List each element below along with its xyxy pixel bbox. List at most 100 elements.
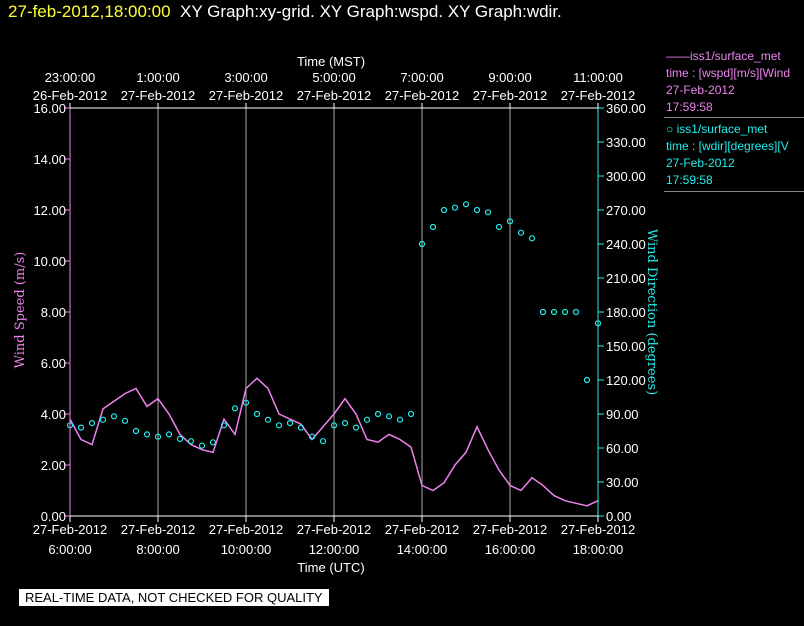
- wind-direction-point: [363, 416, 371, 423]
- wind-direction-point: [572, 308, 580, 316]
- wind-direction-point: [253, 410, 261, 418]
- wind-direction-point: [154, 433, 162, 440]
- wind-direction-point: [319, 438, 327, 445]
- legend-wspd-var: time : [wspd][m/s][Wind: [666, 66, 791, 80]
- wind-direction-point: [495, 223, 503, 231]
- x-tick-time: 14:00:00: [397, 542, 448, 557]
- right-tick-label: 150.00: [606, 339, 646, 354]
- wind-speed-line: [69, 377, 599, 507]
- right-tick-label: 90.00: [606, 407, 639, 422]
- top-tick-date: 27-Feb-2012: [561, 88, 635, 103]
- legend-separator: [664, 117, 804, 118]
- top-tick-time: 23:00:00: [45, 70, 96, 85]
- left-ticks: 0.00 2.00 4.00 6.00 8.00 10.00 12.00 14.00 16.00: [33, 101, 70, 524]
- top-tick-date: 27-Feb-2012: [209, 88, 283, 103]
- wind-direction-point: [539, 308, 547, 316]
- legend-wdir-time: 17:59:58: [666, 173, 713, 187]
- wind-direction-point: [418, 240, 426, 248]
- wind-direction-point: [132, 427, 140, 435]
- x-tick-date: 27-Feb-2012: [209, 522, 283, 537]
- right-tick-label: 270.00: [606, 203, 646, 218]
- right-axis-label: Wind Direction (degrees): [644, 229, 659, 395]
- wind-direction-point: [352, 424, 360, 431]
- top-ticks: 23:00:00 26-Feb-2012 1:00:00 27-Feb-2012 3:0…: [33, 70, 635, 108]
- wind-direction-point: [407, 410, 415, 418]
- right-ticks: 0.00 30.00 60.00 90.00 120.00 150.00 180.00 210…: [598, 101, 646, 524]
- graph-title: 27-feb-2012,18:00:00 XY Graph:xy-grid. X…: [8, 2, 562, 22]
- wind-direction-point: [550, 308, 558, 316]
- right-tick-label: 300.00: [606, 169, 646, 184]
- top-tick-time: 7:00:00: [400, 70, 443, 85]
- wind-direction-point: [517, 229, 525, 236]
- left-tick-label: 6.00: [41, 356, 66, 371]
- top-tick-date: 27-Feb-2012: [297, 88, 371, 103]
- top-tick-time: 1:00:00: [136, 70, 179, 85]
- right-tick-label: 120.00: [606, 373, 646, 388]
- left-tick-label: 0.00: [41, 509, 66, 524]
- wind-direction-point: [484, 209, 492, 216]
- wind-direction-point: [297, 424, 305, 431]
- wind-direction-point: [198, 442, 206, 449]
- x-tick-date: 27-Feb-2012: [473, 522, 547, 537]
- wind-direction-point: [143, 431, 151, 438]
- left-axis-label: Wind Speed (m/s): [13, 252, 28, 369]
- wind-direction-point: [429, 223, 437, 231]
- top-tick-date: 27-Feb-2012: [473, 88, 547, 103]
- legend-wdir-var: time : [wdir][degrees][V: [666, 139, 789, 153]
- vertical-grid: [157, 108, 511, 516]
- x-tick-time: 6:00:00: [48, 542, 91, 557]
- wind-direction-point: [110, 413, 118, 420]
- right-tick-label: 330.00: [606, 135, 646, 150]
- wind-direction-point: [165, 431, 173, 438]
- right-tick-label: 240.00: [606, 237, 646, 252]
- wind-direction-point: [385, 413, 393, 420]
- wind-direction-point: [77, 424, 85, 431]
- wind-direction-point: [286, 420, 294, 427]
- right-tick-label: 60.00: [606, 441, 639, 456]
- wind-direction-point: [583, 376, 591, 384]
- top-tick-time: 11:00:00: [573, 70, 623, 85]
- wind-direction-point: [451, 204, 459, 211]
- legend-entry-wspd: ——iss1/surface_met time : [wspd][m/s][Wi…: [666, 48, 804, 116]
- right-tick-label: 210.00: [606, 271, 646, 286]
- wind-direction-point: [176, 435, 184, 442]
- legend-separator: [664, 191, 804, 192]
- legend-wdir-source: ○ iss1/surface_met: [666, 122, 768, 136]
- x-axis-label: Time (UTC): [297, 560, 364, 575]
- top-tick-time: 3:00:00: [224, 70, 267, 85]
- x-tick-time: 8:00:00: [136, 542, 179, 557]
- x-tick-time: 12:00:00: [309, 542, 360, 557]
- wind-direction-point: [99, 416, 107, 423]
- top-tick-date: 27-Feb-2012: [385, 88, 459, 103]
- quality-notice: REAL-TIME DATA, NOT CHECKED FOR QUALITY: [19, 589, 329, 606]
- right-tick-label: 0.00: [606, 509, 631, 524]
- legend-wspd-date: 27-Feb-2012: [666, 83, 735, 97]
- wind-direction-point: [462, 201, 470, 208]
- wind-direction-point: [209, 439, 217, 446]
- wind-direction-point: [473, 206, 481, 214]
- wind-direction-point: [308, 433, 316, 440]
- left-tick-label: 16.00: [33, 101, 66, 116]
- wind-direction-point: [440, 206, 448, 214]
- x-tick-date: 27-Feb-2012: [297, 522, 371, 537]
- left-tick-label: 2.00: [41, 458, 66, 473]
- legend-entry-wdir: ○ iss1/surface_met time : [wdir][degrees…: [666, 121, 804, 189]
- wind-direction-point: [187, 438, 195, 445]
- wind-speed-series: [69, 377, 599, 507]
- wind-direction-point: [341, 420, 349, 427]
- legend-wspd-source: ——iss1/surface_met: [666, 49, 781, 63]
- x-tick-date: 27-Feb-2012: [33, 522, 107, 537]
- top-axis-label: Time (MST): [297, 54, 365, 69]
- top-tick-time: 9:00:00: [488, 70, 531, 85]
- right-tick-label: 180.00: [606, 305, 646, 320]
- wind-direction-point: [396, 416, 404, 423]
- wind-direction-point: [264, 416, 272, 423]
- x-tick-time: 10:00:00: [221, 542, 272, 557]
- bottom-ticks: 27-Feb-2012 6:00:00 27-Feb-2012 8:00:00 27-F…: [33, 516, 635, 557]
- wind-direction-point: [506, 218, 514, 225]
- wind-direction-point: [275, 422, 283, 429]
- wind-direction-point: [121, 417, 129, 424]
- left-tick-label: 8.00: [41, 305, 66, 320]
- wind-direction-point: [242, 399, 250, 406]
